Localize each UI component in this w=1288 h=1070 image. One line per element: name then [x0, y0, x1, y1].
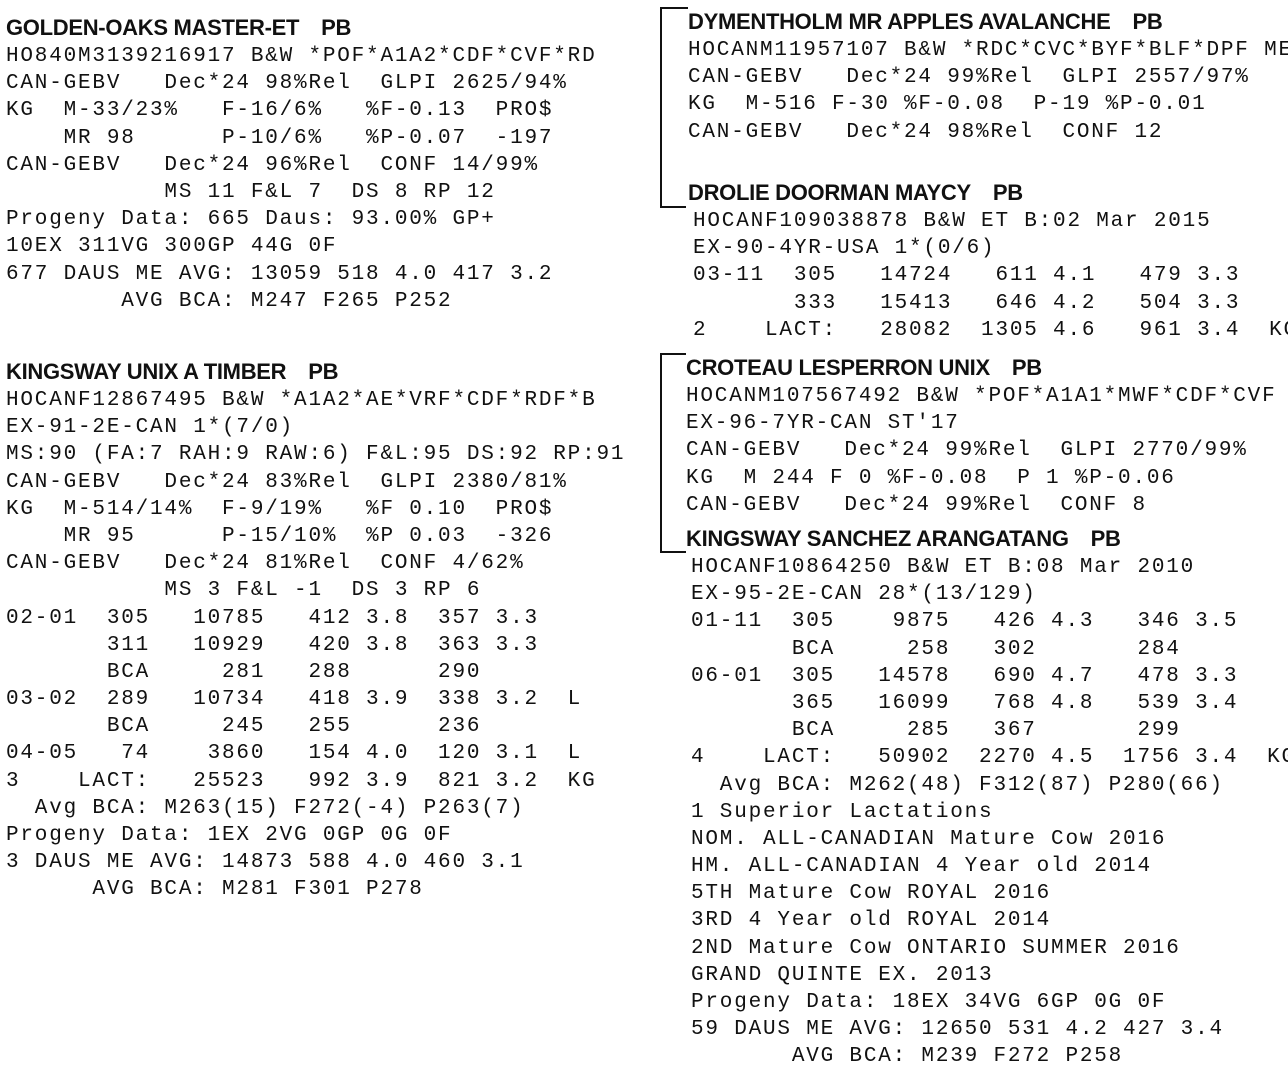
detail-line: 03-02 289 10734 418 3.9 338 3.2 L	[6, 688, 583, 712]
detail-line: EX-90-4YR-USA 1*(0/6)	[693, 237, 996, 261]
detail-line: 03-11 305 14724 611 4.1 479 3.3	[693, 264, 1241, 288]
detail-line: KG M-514/14% F-9/19% %F 0.10 PRO$	[6, 497, 554, 521]
detail-line: CAN-GEBV Dec*24 98%Rel GLPI 2625/94%	[6, 72, 568, 96]
detail-line: 333 15413 646 4.2 504 3.3	[693, 291, 1241, 315]
detail-line: BCA 245 255 236	[6, 715, 482, 739]
detail-line: 1 Superior Lactations	[691, 800, 994, 824]
detail-line: Avg BCA: M263(15) F272(-4) P263(7)	[6, 796, 525, 820]
detail-line: CAN-GEBV Dec*24 96%Rel CONF 14/99%	[6, 153, 539, 177]
detail-line: EX-96-7YR-CAN ST'17	[686, 412, 960, 436]
breed-tag: PB	[321, 15, 352, 40]
detail-line: MR 95 P-15/10% %P 0.03 -326	[6, 524, 554, 548]
detail-line: CAN-GEBV Dec*24 99%Rel GLPI 2557/97%	[688, 66, 1250, 90]
detail-line: CAN-GEBV Dec*24 99%Rel GLPI 2770/99%	[686, 439, 1248, 463]
detail-line: HOCANF12867495 B&W *A1A2*AE*VRF*CDF*RDF*…	[6, 389, 597, 412]
detail-line: BCA 281 288 290	[6, 660, 482, 684]
detail-line: HOCANF109038878 B&W ET B:02 Mar 2015	[693, 210, 1212, 233]
animal-name: CROTEAU LESPERRON UNIX	[686, 355, 990, 380]
detail-line: 4 LACT: 50902 2270 4.5 1756 3.4 KG	[691, 746, 1288, 770]
bracket	[660, 353, 662, 553]
detail-line: CAN-GEBV Dec*24 99%Rel CONF 8	[686, 493, 1147, 517]
detail-line: 02-01 305 10785 412 3.8 357 3.3	[6, 606, 539, 630]
detail-line: HOCANM11957107 B&W *RDC*CVC*BYF*BLF*DPF …	[688, 39, 1288, 62]
detail-line: 3 DAUS ME AVG: 14873 588 4.0 460 3.1	[6, 851, 525, 875]
detail-line: Progeny Data: 1EX 2VG 0GP 0G 0F	[6, 824, 453, 847]
animal-name: GOLDEN-OAKS MASTER-ET	[6, 15, 300, 40]
detail-line: CAN-GEBV Dec*24 83%Rel GLPI 2380/81%	[6, 470, 568, 494]
detail-line: 3RD 4 Year old ROYAL 2014	[691, 909, 1052, 933]
detail-line: Progeny Data: 18EX 34VG 6GP 0G 0F	[691, 991, 1167, 1014]
breed-tag: PB	[1090, 526, 1121, 551]
bracket	[660, 206, 686, 208]
detail-line: BCA 258 302 284	[691, 637, 1181, 661]
animal-title: GOLDEN-OAKS MASTER-ET PB	[6, 13, 596, 43]
detail-line: HOCANF10864250 B&W ET B:08 Mar 2010	[691, 556, 1196, 579]
animal-name: KINGSWAY UNIX A TIMBER	[6, 359, 287, 384]
detail-line: MS 11 F&L 7 DS 8 RP 12	[6, 180, 496, 204]
detail-line: 3 LACT: 25523 992 3.9 821 3.2 KG	[6, 769, 597, 793]
animal-name: KINGSWAY SANCHEZ ARANGATANG	[686, 526, 1069, 551]
animal-block: KINGSWAY SANCHEZ ARANGATANG PB HOCANF10864…	[686, 524, 1288, 1070]
animal-name: DYMENTHOLM MR APPLES AVALANCHE	[688, 9, 1111, 34]
animal-title: KINGSWAY SANCHEZ ARANGATANG PB	[686, 524, 1288, 554]
animal-title: DROLIE DOORMAN MAYCY PB	[688, 178, 1288, 208]
detail-line: 2 LACT: 28082 1305 4.6 961 3.4 KG	[693, 318, 1288, 342]
detail-line: HO840M3139216917 B&W *POF*A1A2*CDF*CVF*R…	[6, 45, 597, 68]
detail-line: HM. ALL-CANADIAN 4 Year old 2014	[691, 855, 1152, 879]
detail-line: KG M-516 F-30 %F-0.08 P-19 %P-0.01	[688, 93, 1207, 117]
detail-line: GRAND QUINTE EX. 2013	[691, 963, 994, 987]
animal-title: KINGSWAY UNIX A TIMBER PB	[6, 357, 625, 387]
detail-line: NOM. ALL-CANADIAN Mature Cow 2016	[691, 827, 1167, 851]
detail-line: 5TH Mature Cow ROYAL 2016	[691, 882, 1052, 906]
detail-line: CAN-GEBV Dec*24 98%Rel CONF 12	[688, 120, 1164, 144]
breed-tag: PB	[1011, 355, 1042, 380]
bracket	[660, 7, 688, 9]
animal-title: DYMENTHOLM MR APPLES AVALANCHE PB	[688, 7, 1288, 37]
detail-line: EX-95-2E-CAN 28*(13/129)	[691, 583, 1037, 607]
animal-name: DROLIE DOORMAN MAYCY	[688, 180, 971, 205]
detail-line: Progeny Data: 665 Daus: 93.00% GP+	[6, 208, 496, 232]
detail-line: CAN-GEBV Dec*24 81%Rel CONF 4/62%	[6, 552, 525, 576]
animal-title: CROTEAU LESPERRON UNIX PB	[686, 353, 1276, 383]
detail-line: 311 10929 420 3.8 363 3.3	[6, 633, 539, 657]
animal-block: GOLDEN-OAKS MASTER-ET PB HO840M3139216917 …	[6, 13, 596, 315]
detail-line: MS 3 F&L -1 DS 3 RP 6	[6, 579, 482, 603]
detail-line: EX-91-2E-CAN 1*(7/0)	[6, 416, 295, 440]
animal-details: HOCANM107567492 B&W *POF*A1A1*MWF*CDF*CV…	[686, 383, 1276, 519]
detail-line: 06-01 305 14578 690 4.7 478 3.3	[691, 664, 1239, 688]
detail-line: HOCANM107567492 B&W *POF*A1A1*MWF*CDF*CV…	[686, 385, 1277, 408]
animal-details: HO840M3139216917 B&W *POF*A1A2*CDF*CVF*R…	[6, 43, 596, 315]
breed-tag: PB	[992, 180, 1023, 205]
detail-line: AVG BCA: M247 F265 P252	[6, 289, 453, 313]
detail-line: KG M-33/23% F-16/6% %F-0.13 PRO$	[6, 99, 554, 123]
detail-line: 2ND Mature Cow ONTARIO SUMMER 2016	[691, 936, 1181, 960]
bracket	[660, 7, 662, 208]
detail-line: BCA 285 367 299	[691, 719, 1181, 743]
animal-details: HOCANF109038878 B&W ET B:02 Mar 2015 EX-9…	[693, 208, 1288, 344]
animal-block: CROTEAU LESPERRON UNIX PB HOCANM107567492 …	[686, 353, 1276, 519]
detail-line: KG M 244 F 0 %F-0.08 P 1 %P-0.06	[686, 466, 1176, 490]
bracket	[660, 353, 686, 355]
detail-line: MS:90 (FA:7 RAH:9 RAW:6) F&L:95 DS:92 RP…	[6, 443, 626, 467]
detail-line: 365 16099 768 4.8 539 3.4	[691, 691, 1239, 715]
detail-line: 01-11 305 9875 426 4.3 346 3.5	[691, 610, 1239, 634]
detail-line: MR 98 P-10/6% %P-0.07 -197	[6, 126, 554, 150]
bracket	[660, 551, 686, 553]
animal-block: DYMENTHOLM MR APPLES AVALANCHE PB HOCANM11…	[688, 7, 1288, 146]
breed-tag: PB	[1132, 9, 1163, 34]
detail-line: 677 DAUS ME AVG: 13059 518 4.0 417 3.2	[6, 262, 554, 286]
animal-details: HOCANM11957107 B&W *RDC*CVC*BYF*BLF*DPF …	[688, 37, 1288, 146]
detail-line: 59 DAUS ME AVG: 12650 531 4.2 427 3.4	[691, 1018, 1224, 1042]
detail-line: Avg BCA: M262(48) F312(87) P280(66)	[691, 773, 1224, 797]
detail-line: 04-05 74 3860 154 4.0 120 3.1 L	[6, 742, 583, 766]
detail-line: AVG BCA: M239 F272 P258	[691, 1045, 1124, 1069]
animal-block: DROLIE DOORMAN MAYCY PB HOCANF109038878 B&…	[688, 178, 1288, 344]
breed-tag: PB	[308, 359, 339, 384]
detail-line: AVG BCA: M281 F301 P278	[6, 878, 424, 902]
detail-line: 10EX 311VG 300GP 44G 0F	[6, 235, 338, 259]
animal-details: HOCANF10864250 B&W ET B:08 Mar 2010 EX-95…	[691, 554, 1288, 1070]
animal-block: KINGSWAY UNIX A TIMBER PB HOCANF12867495 B…	[6, 357, 625, 904]
animal-details: HOCANF12867495 B&W *A1A2*AE*VRF*CDF*RDF*…	[6, 387, 625, 904]
